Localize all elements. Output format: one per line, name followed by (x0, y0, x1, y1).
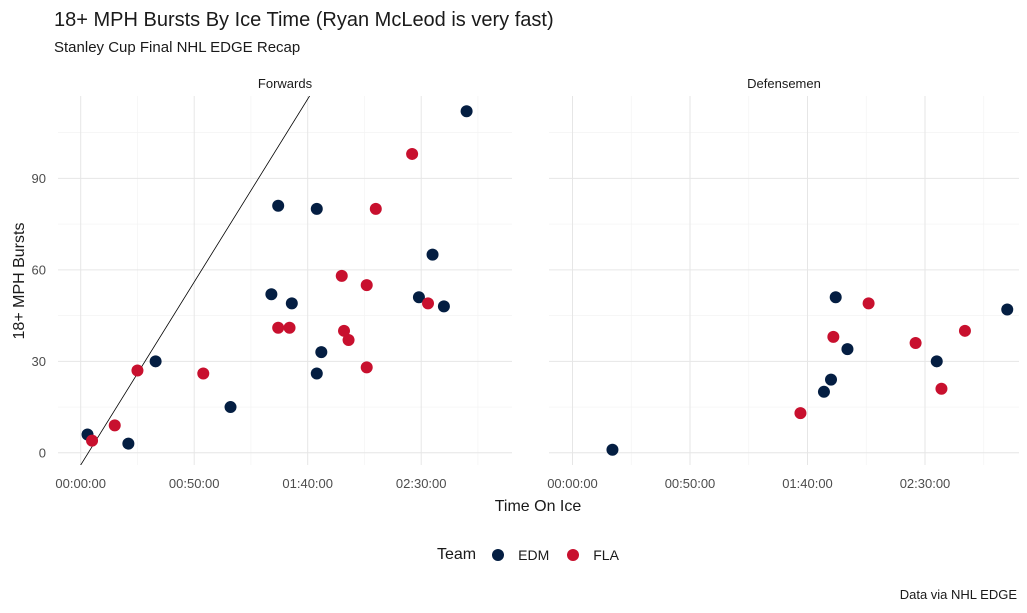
data-point-edm (310, 202, 323, 215)
data-point-edm (460, 105, 473, 118)
x-tick-label: 01:40:00 (782, 476, 833, 491)
data-point-fla (935, 382, 948, 395)
data-point-fla (338, 324, 351, 337)
data-point-edm (315, 346, 328, 359)
x-tick-label: 00:00:00 (55, 476, 106, 491)
y-tick-label: 90 (32, 171, 46, 186)
data-point-fla (794, 407, 807, 420)
data-point-edm (841, 343, 854, 356)
data-point-edm (817, 385, 830, 398)
data-point-fla (422, 297, 435, 310)
panel-title: Defensemen (747, 76, 821, 91)
data-point-fla (131, 364, 144, 377)
data-point-fla (197, 367, 210, 380)
data-point-fla (335, 269, 348, 282)
reference-line (80, 96, 311, 465)
legend-key-edm (492, 549, 505, 561)
y-tick-label: 0 (39, 445, 46, 460)
panel-forwards: Forwards 00:00:00 00:50:00 01:40:00 02:30:00… (32, 76, 512, 491)
legend-item-edm: EDM (492, 547, 549, 563)
data-point-edm (265, 288, 278, 301)
data-point-fla (283, 321, 296, 334)
data-point-fla (342, 333, 355, 346)
caption: Data via NHL EDGE (899, 587, 1017, 602)
data-point-edm (606, 443, 619, 456)
data-point-edm (310, 367, 323, 380)
x-tick-label: 00:00:00 (547, 476, 598, 491)
legend-key-fla (567, 549, 580, 561)
data-point-fla (86, 434, 99, 447)
data-point-edm (930, 355, 943, 368)
data-point-fla (272, 321, 285, 334)
panel-title: Forwards (258, 76, 313, 91)
data-point-fla (827, 330, 840, 343)
data-point-fla (360, 279, 373, 292)
x-axis-label: Time On Ice (495, 498, 582, 515)
data-point-edm (437, 300, 450, 313)
y-tick-label: 60 (32, 262, 46, 277)
data-point-edm (825, 373, 837, 386)
legend: Team EDM FLA (437, 546, 637, 564)
data-point-edm (122, 437, 135, 450)
legend-label-fla: FLA (593, 547, 619, 563)
x-tick-label: 00:50:00 (169, 476, 220, 491)
data-point-fla (406, 147, 419, 160)
data-point-fla (108, 419, 121, 432)
chart-subtitle: Stanley Cup Final NHL EDGE Recap (54, 39, 301, 56)
data-point-fla (360, 361, 373, 374)
x-tick-label: 02:30:00 (396, 476, 447, 491)
legend-title: Team (437, 546, 477, 563)
legend-label-edm: EDM (518, 547, 550, 563)
data-point-edm (149, 355, 162, 368)
chart-title: 18+ MPH Bursts By Ice Time (Ryan McLeod … (54, 9, 554, 31)
data-point-edm (426, 248, 439, 261)
data-point-edm (1001, 303, 1014, 316)
legend-item-fla: FLA (567, 547, 619, 563)
x-tick-label: 02:30:00 (900, 476, 951, 491)
y-axis-label: 18+ MPH Bursts (11, 223, 28, 340)
data-point-fla (369, 202, 382, 215)
x-tick-label: 01:40:00 (282, 476, 333, 491)
data-point-fla (909, 337, 922, 350)
y-tick-label: 30 (32, 354, 46, 369)
data-point-edm (224, 401, 237, 414)
data-point-fla (862, 297, 875, 310)
data-point-edm (272, 199, 285, 212)
panel-defensemen: Defensemen 00:00:00 00:50:00 01:40:00 02:30:… (547, 76, 1019, 491)
data-point-edm (412, 291, 425, 304)
data-point-edm (829, 291, 842, 304)
data-point-edm (285, 297, 298, 310)
x-tick-label: 00:50:00 (665, 476, 716, 491)
data-point-fla (958, 324, 971, 337)
